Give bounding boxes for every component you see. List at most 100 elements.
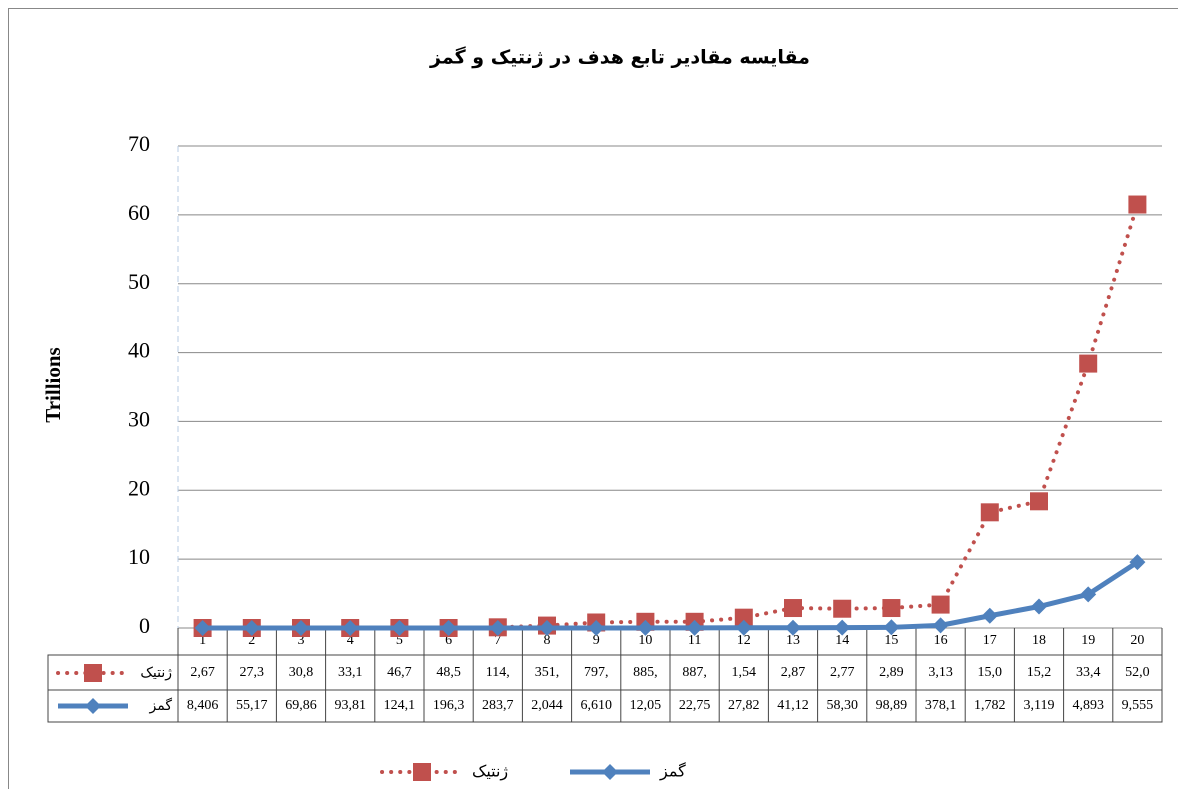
x-tick-label: 17: [983, 633, 997, 648]
marker: [588, 620, 605, 636]
x-tick-label: 16: [934, 633, 948, 648]
x-tick-label: 12: [737, 633, 751, 648]
y-tick-label: 0: [139, 613, 150, 638]
x-tick-label: 20: [1130, 633, 1144, 648]
marker: [1080, 586, 1097, 603]
marker: [932, 617, 949, 634]
table-cell: 98,89: [876, 698, 908, 713]
x-tick-label: 14: [835, 633, 849, 648]
table-cell: 2,89: [879, 665, 904, 680]
table-cell: 27,3: [240, 665, 265, 680]
marker: [1031, 598, 1047, 615]
table-cell: 12,05: [630, 698, 662, 713]
series-line: [202, 560, 1139, 631]
marker: [734, 608, 753, 627]
y-axis-title: Trillions: [41, 347, 65, 422]
table-cell: 1,782: [974, 698, 1006, 713]
marker: [1030, 492, 1048, 511]
y-tick-label: 50: [128, 269, 150, 294]
table-cell: 2,67: [190, 665, 215, 680]
table-cell: 114,: [486, 665, 510, 680]
y-tick-label: 70: [128, 131, 150, 156]
table-cell: 48,5: [436, 665, 461, 680]
marker: [391, 620, 408, 636]
marker: [413, 763, 431, 781]
legend-label: ژنتیک: [472, 762, 508, 782]
table-cell: 378,1: [925, 698, 957, 713]
marker: [686, 619, 703, 636]
marker: [784, 599, 802, 618]
table-cell: 2,77: [830, 665, 855, 680]
table-cell: 33,1: [338, 665, 363, 680]
table-cell: 69,86: [285, 698, 317, 713]
marker: [243, 620, 260, 636]
marker: [980, 503, 999, 522]
table-cell: 41,12: [777, 698, 809, 713]
y-tick-label: 40: [128, 338, 150, 363]
table-cell: 351,: [535, 665, 560, 680]
marker: [981, 607, 998, 624]
marker: [883, 619, 900, 636]
table-cell: 52,0: [1125, 665, 1150, 680]
marker: [489, 620, 506, 636]
marker: [931, 595, 950, 614]
x-tick-label: 4: [347, 633, 354, 648]
table-cell: 93,81: [334, 698, 366, 713]
table-cell: 30,8: [289, 665, 314, 680]
table-cell: 22,75: [679, 698, 711, 713]
x-tick-label: 2: [248, 633, 255, 648]
chart-border: [8, 8, 1178, 789]
marker: [84, 664, 102, 682]
x-tick-label: 18: [1032, 633, 1046, 648]
table-cell: 885,: [633, 665, 658, 680]
marker: [882, 599, 901, 618]
marker: [440, 620, 457, 636]
y-tick-label: 20: [128, 475, 150, 500]
table-cell: 9,555: [1122, 698, 1154, 713]
y-tick-label: 30: [128, 406, 150, 431]
table-cell: 27,82: [728, 698, 760, 713]
marker: [602, 764, 618, 780]
table-cell: 8,406: [187, 698, 219, 713]
table-cell: 55,17: [236, 698, 268, 713]
table-cell: 124,1: [384, 698, 416, 713]
row-header: ژنتیک: [140, 665, 172, 681]
y-tick-label: 10: [128, 544, 150, 569]
marker: [539, 620, 555, 636]
marker: [1128, 195, 1147, 214]
x-tick-label: 19: [1081, 633, 1095, 648]
y-tick-label: 60: [128, 200, 150, 225]
table-cell: 887,: [682, 665, 707, 680]
marker: [834, 619, 851, 636]
table-cell: 4,893: [1072, 698, 1104, 713]
x-tick-label: 1: [199, 633, 206, 648]
table-cell: 33,4: [1076, 665, 1101, 680]
x-tick-label: 7: [494, 633, 501, 648]
table-cell: 46,7: [387, 665, 412, 680]
x-tick-label: 11: [688, 633, 701, 648]
marker: [85, 698, 101, 714]
table-cell: 1,54: [732, 665, 757, 680]
table-cell: 15,2: [1027, 665, 1052, 680]
chart-title: مقایسه مقادیر تابع هدف در ژنتیک و گمز: [429, 46, 810, 69]
marker: [785, 619, 801, 636]
table-cell: 196,3: [433, 698, 465, 713]
x-tick-label: 6: [445, 633, 452, 648]
x-tick-label: 10: [638, 633, 652, 648]
marker: [735, 619, 752, 636]
table-cell: 2,87: [781, 665, 806, 680]
x-tick-label: 13: [786, 633, 800, 648]
marker: [833, 599, 852, 618]
table-cell: 58,30: [826, 698, 858, 713]
marker: [194, 620, 211, 636]
marker: [1129, 554, 1146, 571]
x-tick-label: 5: [396, 633, 403, 648]
table-cell: 6,610: [580, 698, 612, 713]
x-tick-label: 9: [593, 633, 600, 648]
x-tick-label: 15: [884, 633, 898, 648]
x-tick-label: 3: [298, 633, 305, 648]
table-cell: 15,0: [978, 665, 1003, 680]
x-tick-label: 8: [544, 633, 551, 648]
table-cell: 3,119: [1024, 698, 1055, 713]
marker: [342, 620, 359, 636]
